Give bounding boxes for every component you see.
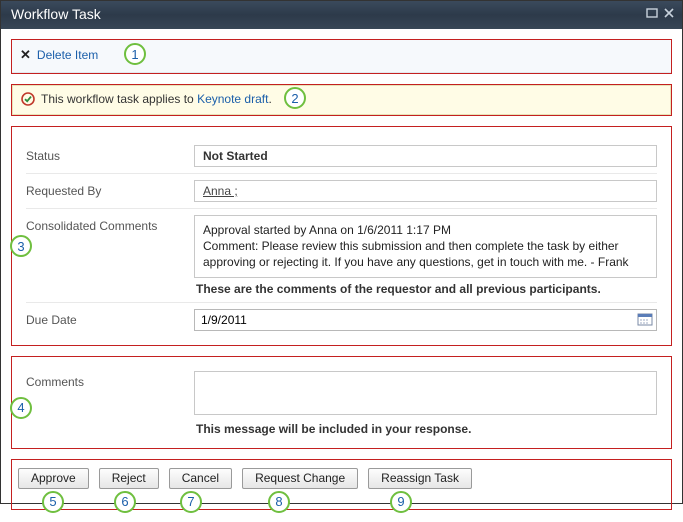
info-suffix: . bbox=[268, 92, 271, 106]
row-comments: Comments This message will be included i… bbox=[26, 365, 657, 442]
callout-6: 6 bbox=[114, 491, 136, 513]
task-applies-icon bbox=[21, 92, 35, 106]
comments-form: Comments This message will be included i… bbox=[12, 357, 671, 448]
consolidated-line1: Approval started by Anna on 1/6/2011 1:1… bbox=[203, 222, 648, 238]
row-due-date: Due Date bbox=[26, 302, 657, 337]
region-form: 3 Status Not Started Requested By Anna ;… bbox=[11, 126, 672, 346]
due-date-input[interactable] bbox=[194, 309, 657, 331]
window-title: Workflow Task bbox=[11, 6, 101, 22]
approve-button[interactable]: Approve bbox=[18, 468, 89, 489]
callout-8: 8 bbox=[268, 491, 290, 513]
dialog-content: ✕ Delete Item 1 This workflow task appli… bbox=[1, 29, 682, 522]
info-prefix: This workflow task applies to bbox=[41, 92, 197, 106]
callout-9: 9 bbox=[390, 491, 412, 513]
comments-input[interactable] bbox=[194, 371, 657, 415]
reassign-task-button[interactable]: Reassign Task bbox=[368, 468, 472, 489]
callout-2: 2 bbox=[284, 87, 306, 109]
calendar-icon[interactable] bbox=[637, 312, 653, 326]
row-status: Status Not Started bbox=[26, 139, 657, 173]
consolidated-line2: Comment: Please review this submission a… bbox=[203, 238, 648, 270]
callout-5: 5 bbox=[42, 491, 64, 513]
reject-button[interactable]: Reject bbox=[99, 468, 159, 489]
info-bar: This workflow task applies to Keynote dr… bbox=[12, 85, 671, 115]
region-info: This workflow task applies to Keynote dr… bbox=[11, 84, 672, 116]
toolbar: ✕ Delete Item 1 bbox=[12, 40, 671, 73]
row-consolidated: Consolidated Comments Approval started b… bbox=[26, 208, 657, 302]
requested-by-label: Requested By bbox=[26, 180, 194, 198]
maximize-icon[interactable] bbox=[646, 7, 658, 21]
button-bar: Approve Reject Cancel Request Change Rea… bbox=[12, 460, 671, 509]
status-label: Status bbox=[26, 145, 194, 163]
request-change-button[interactable]: Request Change bbox=[242, 468, 358, 489]
callout-7: 7 bbox=[180, 491, 202, 513]
workflow-task-dialog: Workflow Task ✕ Delete Item 1 bbox=[0, 0, 683, 504]
region-comments: 4 Comments This message will be included… bbox=[11, 356, 672, 449]
comments-helper: This message will be included in your re… bbox=[194, 418, 657, 436]
titlebar-controls bbox=[646, 7, 674, 21]
row-requested-by: Requested By Anna ; bbox=[26, 173, 657, 208]
task-form: Status Not Started Requested By Anna ; C… bbox=[12, 127, 671, 345]
callout-1: 1 bbox=[124, 43, 146, 65]
consolidated-value: Approval started by Anna on 1/6/2011 1:1… bbox=[194, 215, 657, 278]
titlebar: Workflow Task bbox=[1, 1, 682, 29]
region-buttons: Approve Reject Cancel Request Change Rea… bbox=[11, 459, 672, 510]
region-toolbar: ✕ Delete Item 1 bbox=[11, 39, 672, 74]
due-date-label: Due Date bbox=[26, 309, 194, 327]
consolidated-label: Consolidated Comments bbox=[26, 215, 194, 233]
cancel-button[interactable]: Cancel bbox=[169, 468, 232, 489]
comments-label: Comments bbox=[26, 371, 194, 389]
status-value: Not Started bbox=[194, 145, 657, 167]
close-icon[interactable] bbox=[664, 7, 674, 21]
consolidated-helper: These are the comments of the requestor … bbox=[194, 278, 657, 296]
requested-by-value: Anna ; bbox=[194, 180, 657, 202]
delete-item-link[interactable]: Delete Item bbox=[37, 48, 98, 62]
info-document-link[interactable]: Keynote draft bbox=[197, 92, 268, 106]
info-text: This workflow task applies to Keynote dr… bbox=[41, 92, 272, 106]
delete-icon: ✕ bbox=[20, 47, 31, 63]
